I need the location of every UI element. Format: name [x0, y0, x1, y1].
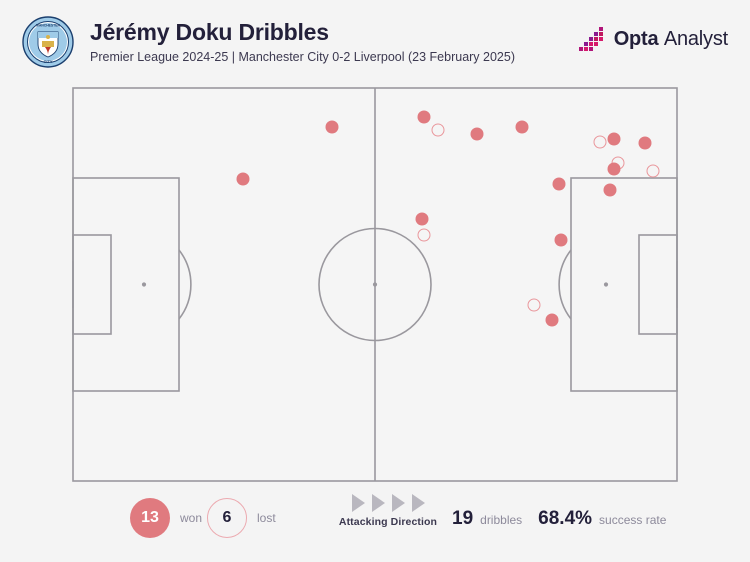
- pitch-markings: [72, 87, 678, 482]
- lost-label: lost: [257, 511, 276, 525]
- penalty-arc-right: [558, 249, 572, 320]
- svg-text:MANCHESTER: MANCHESTER: [36, 24, 60, 28]
- dribble-points-layer: [72, 87, 678, 482]
- page-header: MANCHESTER CITY Jérémy Doku Dribbles Pre…: [0, 0, 750, 80]
- penalty-arc-left: [178, 249, 192, 320]
- attacking-direction: Attacking Direction: [333, 494, 443, 528]
- dribble-point-lost[interactable]: [431, 123, 445, 137]
- opta-squares-icon: [578, 27, 603, 51]
- success-rate-value: 68.4%: [538, 508, 593, 529]
- title-block: Jérémy Doku Dribbles Premier League 2024…: [90, 18, 515, 67]
- dribble-point-won[interactable]: [515, 120, 529, 134]
- arrow-right-icon: [351, 494, 365, 512]
- attacking-direction-arrows: [333, 494, 443, 512]
- dribble-point-lost[interactable]: [646, 164, 660, 178]
- won-label: won: [180, 511, 203, 525]
- page-subtitle: Premier League 2024-25 | Manchester City…: [90, 50, 515, 64]
- dribble-point-lost[interactable]: [593, 135, 607, 149]
- arrow-right-icon: [411, 494, 425, 512]
- football-pitch-diagram: [72, 87, 678, 482]
- goal-right: [676, 261, 678, 308]
- centre-circle: [318, 227, 432, 342]
- chart-legend-footer: 13 won 6 lost Attacking Direction 19 dri…: [0, 488, 750, 562]
- lost-count-chip: 6: [207, 498, 247, 538]
- opta-wordmark: Opta Analyst: [613, 27, 729, 51]
- dribble-point-won[interactable]: [638, 136, 652, 150]
- won-count-chip: 13: [130, 498, 170, 538]
- total-dribbles-value: 19: [452, 508, 474, 529]
- success-rate-label: success rate: [599, 513, 667, 527]
- centre-spot: [372, 282, 378, 287]
- dribble-point-won[interactable]: [545, 313, 559, 327]
- arrow-right-icon: [371, 494, 385, 512]
- page-title: Jérémy Doku Dribbles: [90, 19, 329, 45]
- dribble-point-won[interactable]: [603, 183, 617, 197]
- dribble-point-won[interactable]: [607, 132, 621, 146]
- attacking-direction-label: Attacking Direction: [338, 516, 438, 528]
- legend-lost: 6 lost: [207, 498, 276, 538]
- penalty-spot-right: [603, 282, 609, 287]
- opta-analyst-logo: Opta Analyst: [578, 26, 729, 52]
- dribble-point-won[interactable]: [470, 127, 484, 141]
- penalty-spot-left: [141, 282, 147, 287]
- legend-won: 13 won: [130, 498, 202, 538]
- svg-text:CITY: CITY: [43, 59, 52, 64]
- opta-wordmark-light: Analyst: [663, 27, 728, 50]
- dribble-point-lost[interactable]: [527, 298, 541, 312]
- dribble-point-won[interactable]: [552, 177, 566, 191]
- dribble-point-won[interactable]: [236, 172, 250, 186]
- dribble-point-won[interactable]: [417, 110, 431, 124]
- summary-stats: 19 dribbles 68.4% success rate: [452, 508, 675, 530]
- dribble-point-won[interactable]: [607, 162, 621, 176]
- dribble-point-lost[interactable]: [417, 228, 431, 242]
- dribble-point-won[interactable]: [325, 120, 339, 134]
- dribble-point-won[interactable]: [554, 233, 568, 247]
- total-dribbles-label: dribbles: [480, 513, 523, 527]
- goal-left: [72, 261, 74, 308]
- arrow-right-icon: [391, 494, 405, 512]
- opta-wordmark-bold: Opta: [613, 27, 659, 50]
- manchester-city-crest-icon: MANCHESTER CITY: [22, 16, 74, 68]
- dribble-point-won[interactable]: [415, 212, 429, 226]
